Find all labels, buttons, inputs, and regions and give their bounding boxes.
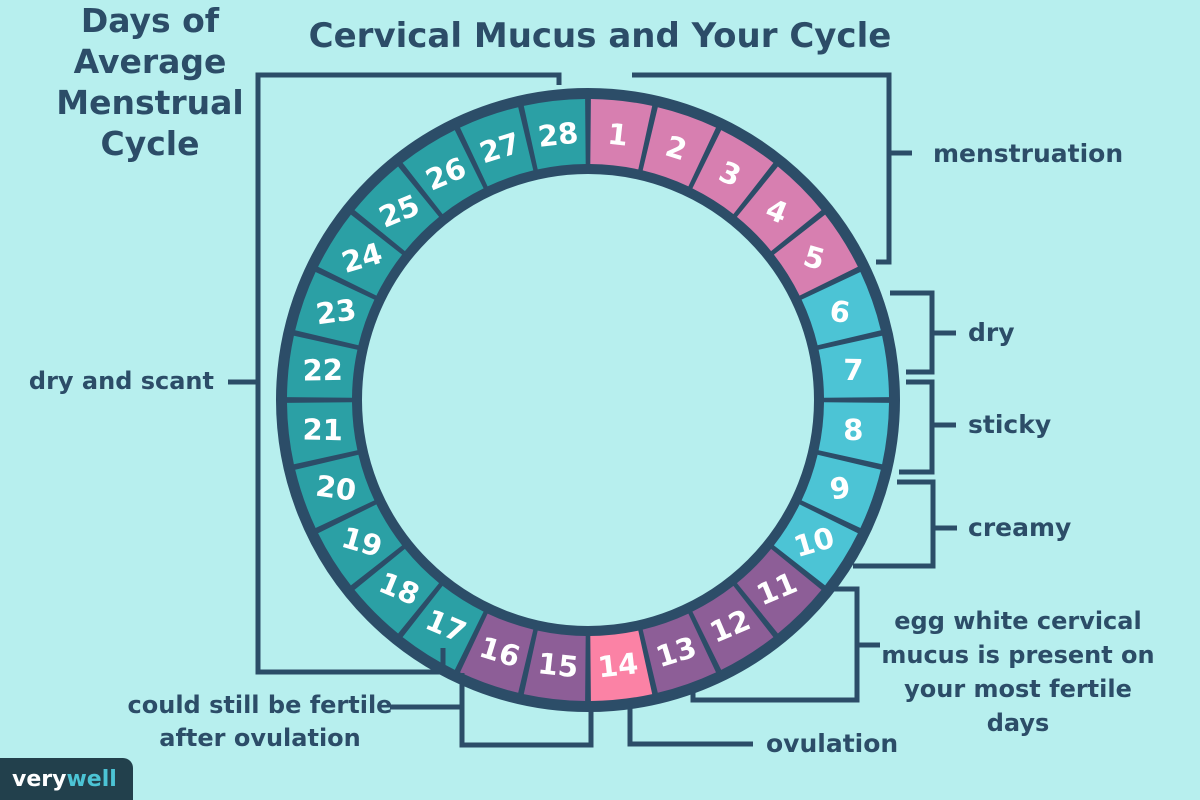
day-segment-5 <box>773 214 858 296</box>
label-fertile-line1: could still be fertile <box>127 691 393 719</box>
day-number-23: 23 <box>314 292 359 331</box>
day-segment-20 <box>295 454 375 528</box>
wheel-center-caption: Days of Average Menstrual Cycle <box>0 0 300 164</box>
wheel-ring-outline <box>276 88 900 712</box>
day-segment-18 <box>354 548 440 634</box>
day-segment-16 <box>460 613 534 693</box>
center-caption-line3: Menstrual <box>56 83 244 122</box>
day-number-6: 6 <box>828 294 853 330</box>
bracket-creamy <box>853 479 957 569</box>
day-segment-3 <box>692 130 774 215</box>
bracket-sticky <box>899 379 956 475</box>
day-segment-21 <box>287 402 358 465</box>
bracket-menstruation <box>632 72 912 265</box>
day-number-21: 21 <box>302 413 343 448</box>
day-segment-27 <box>460 107 534 187</box>
wheel-day-segments: 1 234567891011121314151617181920212223242… <box>287 99 889 701</box>
day-segment-9 <box>801 454 881 528</box>
day-segment-25 <box>354 166 440 252</box>
day-segment-22 <box>287 335 358 398</box>
label-egg-white-line2: mucus is present on <box>881 641 1155 669</box>
center-caption-line4: Cycle <box>100 124 200 163</box>
day-number-9: 9 <box>828 470 853 506</box>
label-menstruation: menstruation <box>933 139 1124 168</box>
label-egg-white-line1: egg white cervical <box>894 607 1142 635</box>
label-fertile-line2: after ovulation <box>159 724 361 752</box>
center-caption-line2: Average <box>73 42 227 81</box>
day-segment-8 <box>818 402 889 465</box>
day-segment-7 <box>818 335 889 398</box>
day-segment-6 <box>801 272 881 346</box>
day-segment-12 <box>692 585 774 670</box>
label-creamy: creamy <box>968 513 1072 542</box>
day-number-15: 15 <box>536 646 580 684</box>
day-segment-28 <box>523 99 586 170</box>
day-segment-26 <box>402 130 484 215</box>
day-number-22: 22 <box>302 353 343 388</box>
day-segment-10 <box>773 504 858 586</box>
page-title: Cervical Mucus and Your Cycle <box>308 16 892 56</box>
day-segment-13 <box>642 613 716 693</box>
bracket-egg-white <box>690 586 880 703</box>
label-sticky: sticky <box>968 410 1052 439</box>
day-number-14: 14 <box>596 646 640 684</box>
day-segment-14 <box>590 630 653 701</box>
label-ovulation: ovulation <box>766 729 899 758</box>
label-could-still-be-fertile: could still be fertile after ovulation <box>100 689 420 755</box>
center-caption-line1: Days of <box>80 1 220 40</box>
day-segment-2 <box>642 107 716 187</box>
label-dry-and-scant: dry and scant <box>28 367 214 395</box>
day-segment-15 <box>523 630 586 701</box>
label-egg-white-line3: your most fertile days <box>904 675 1132 737</box>
day-number-7: 7 <box>843 353 864 387</box>
bracket-dry <box>890 290 956 375</box>
day-segment-19 <box>318 504 403 586</box>
day-number-8: 8 <box>843 413 864 447</box>
bracket-dry-and-scant <box>228 72 562 675</box>
label-dry: dry <box>968 318 1015 347</box>
logo-text-well: well <box>66 766 117 792</box>
bracket-could-still-be-fertile <box>390 673 594 748</box>
bracket-ovulation <box>627 700 753 747</box>
day-segment-11 <box>736 548 822 634</box>
day-segment-23 <box>295 272 375 346</box>
logo-text-very: very <box>12 766 67 792</box>
verywell-logo: very well <box>0 758 133 800</box>
day-number-28: 28 <box>536 116 580 154</box>
day-number-1: 1 <box>606 117 630 153</box>
day-segment-17 <box>402 585 484 670</box>
label-egg-white: egg white cervical mucus is present on y… <box>880 604 1156 740</box>
day-segment-24 <box>318 214 403 296</box>
day-number-20: 20 <box>314 469 359 508</box>
day-segment-4 <box>736 166 822 252</box>
day-segment-1 <box>590 99 653 170</box>
